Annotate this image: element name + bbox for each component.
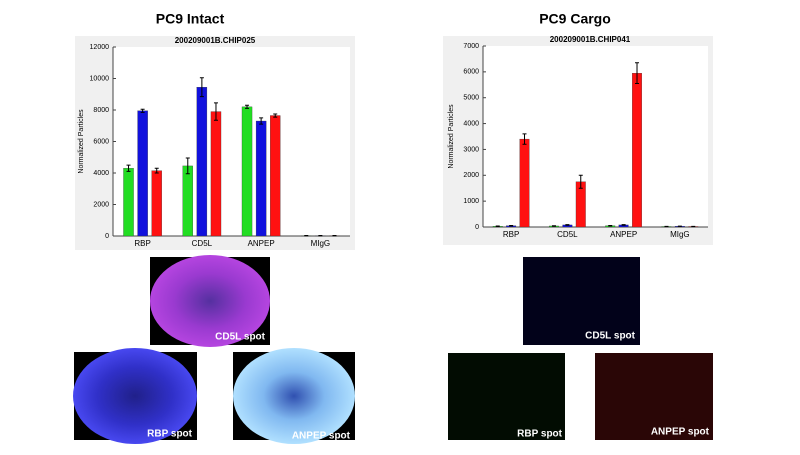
image-label: ANPEP spot — [651, 427, 710, 438]
x-tick-label: ANPEP — [248, 239, 275, 248]
image-label: ANPEP spot — [292, 431, 351, 442]
bar — [152, 171, 162, 236]
y-tick-label: 6000 — [463, 69, 479, 76]
y-axis-label: Normalized Particles — [78, 109, 85, 174]
image — [448, 353, 565, 440]
image-label: CD5L spot — [215, 332, 265, 343]
bar — [270, 116, 280, 236]
plot-area — [113, 47, 350, 236]
error-bar — [509, 225, 513, 226]
y-tick-label: 4000 — [463, 120, 479, 127]
image-label: CD5L spot — [585, 331, 635, 342]
image-label: RBP spot — [147, 429, 192, 440]
y-tick-label: 0 — [105, 233, 109, 240]
chart-title: 200209001B.CHIP025 — [175, 36, 256, 45]
heading: PC9 Cargo — [539, 11, 611, 27]
y-tick-label: 8000 — [93, 107, 109, 114]
y-tick-label: 12000 — [90, 44, 110, 51]
bar — [123, 168, 133, 236]
bar — [197, 87, 207, 236]
y-tick-label: 4000 — [93, 170, 109, 177]
x-tick-label: CD5L — [557, 230, 578, 239]
y-axis-label: Normalized Particles — [448, 104, 455, 169]
y-tick-label: 6000 — [93, 138, 109, 145]
image — [233, 348, 355, 444]
heading: PC9 Intact — [156, 11, 225, 27]
error-bar — [608, 225, 612, 226]
bar — [256, 121, 266, 236]
error-bar — [552, 226, 556, 227]
bar — [183, 166, 193, 236]
bar — [138, 111, 148, 236]
x-tick-label: CD5L — [192, 239, 213, 248]
bar — [242, 107, 252, 236]
y-tick-label: 10000 — [90, 75, 110, 82]
x-tick-label: RBP — [134, 239, 150, 248]
y-tick-label: 7000 — [463, 43, 479, 50]
x-tick-label: MIgG — [670, 230, 690, 239]
y-tick-label: 2000 — [93, 201, 109, 208]
chart-title: 200209001B.CHIP041 — [550, 35, 631, 44]
x-tick-label: MIgG — [311, 239, 331, 248]
error-bar — [565, 225, 569, 226]
bar — [520, 139, 530, 227]
bar — [211, 112, 221, 236]
plot-area — [483, 46, 708, 227]
error-bar — [496, 226, 500, 227]
y-tick-label: 5000 — [463, 95, 479, 102]
y-tick-label: 3000 — [463, 146, 479, 153]
x-tick-label: ANPEP — [610, 230, 637, 239]
error-bar — [622, 225, 626, 226]
image-label: RBP spot — [517, 429, 562, 440]
y-tick-label: 2000 — [463, 172, 479, 179]
y-tick-label: 0 — [475, 224, 479, 231]
y-tick-label: 1000 — [463, 198, 479, 205]
x-tick-label: RBP — [503, 230, 519, 239]
bar — [632, 73, 642, 227]
